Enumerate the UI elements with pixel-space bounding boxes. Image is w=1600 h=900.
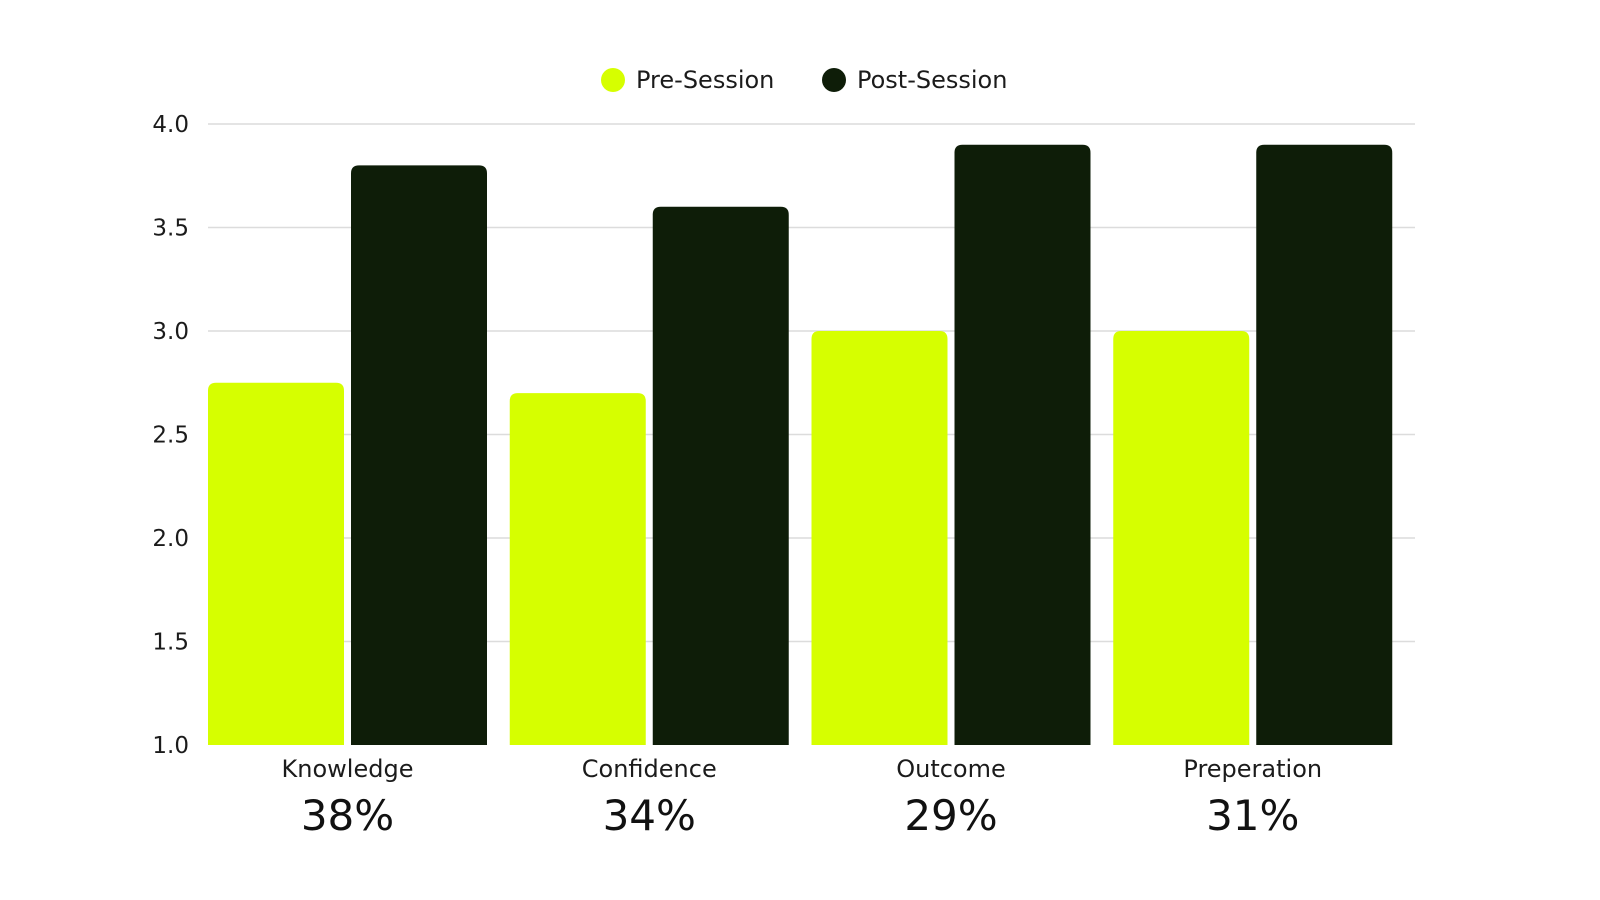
x-category-label: Outcome: [896, 755, 1006, 783]
post-session-bar-outcome: [954, 144, 1091, 745]
improvement-percent-label: 34%: [603, 791, 696, 840]
pre-session-legend-label: Pre-Session: [636, 66, 774, 94]
y-axis-ticks: 1.0 1.5 2.0 2.5 3.0 3.5 4.0: [152, 112, 189, 759]
x-category-label: Confidence: [582, 755, 717, 783]
pre-session-bar-knowledge: [208, 382, 344, 745]
post-session-bar-confidence: [652, 206, 789, 746]
pre-session-bar-confidence: [509, 393, 646, 745]
y-tick-label: 2.0: [152, 526, 189, 552]
pre-session-bar-outcome: [811, 331, 948, 745]
post-session-legend-label: Post-Session: [857, 66, 1007, 94]
y-tick-label: 2.5: [152, 423, 189, 449]
improvement-percent-label: 31%: [1206, 791, 1299, 840]
pre-session-legend-swatch: [601, 68, 625, 92]
post-session-bar-preperation: [1256, 144, 1393, 745]
post-session-legend-swatch: [822, 68, 846, 92]
x-category-label: Preperation: [1183, 755, 1322, 783]
bars: [208, 144, 1393, 746]
improvement-percent-label: 29%: [904, 791, 997, 840]
y-tick-label: 1.0: [152, 733, 189, 759]
y-tick-label: 3.0: [152, 319, 189, 345]
y-tick-label: 4.0: [152, 112, 189, 138]
legend: Pre-Session Post-Session: [601, 66, 1007, 94]
y-tick-label: 3.5: [152, 216, 189, 242]
x-category-label: Knowledge: [282, 755, 414, 783]
y-tick-label: 1.5: [152, 630, 189, 656]
pre-session-bar-preperation: [1113, 331, 1250, 745]
x-axis-labels: Knowledge 38% Confidence 34% Outcome 29% Prepe…: [282, 755, 1323, 840]
improvement-percent-label: 38%: [301, 791, 394, 840]
post-session-bar-knowledge: [351, 165, 487, 745]
